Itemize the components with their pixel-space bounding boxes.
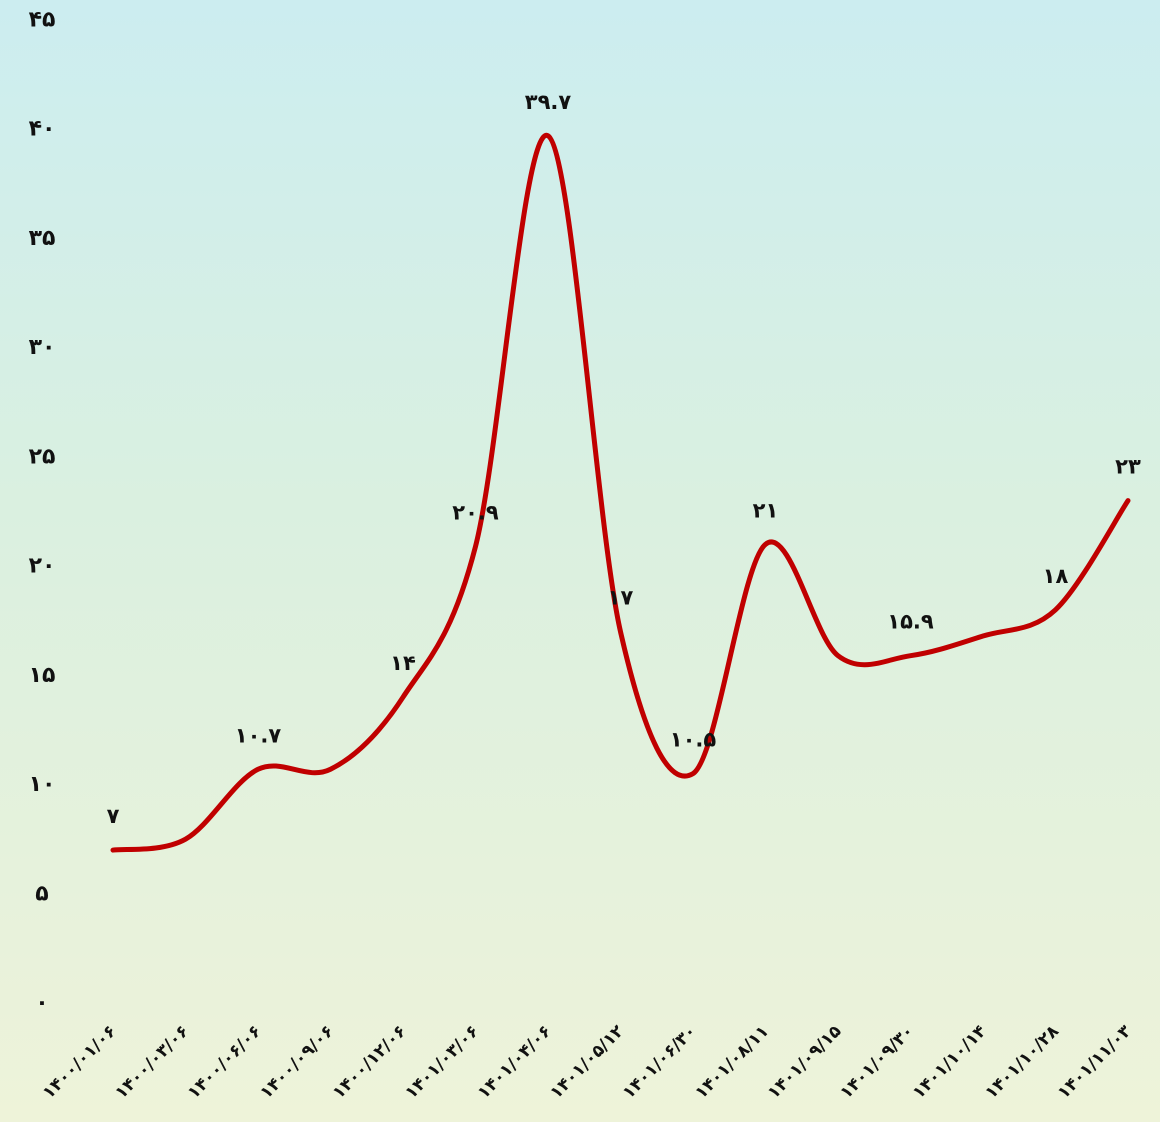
y-tick-label: ۳۵ — [29, 226, 56, 251]
x-tick-label: ۱۴۰۱/۰۸/۱۱ — [691, 1021, 773, 1103]
y-tick-label: ۴۰ — [29, 117, 56, 142]
y-tick-label: ۱۰ — [29, 772, 56, 797]
y-tick-label: ۴۵ — [29, 8, 56, 33]
series-group — [110, 133, 1131, 853]
x-tick-label: ۱۴۰۱/۱۰/۱۴ — [909, 1021, 991, 1103]
data-label: ۳۹.۷ — [525, 90, 572, 114]
x-tick-label: ۱۴۰۱/۰۹/۳۰ — [836, 1021, 918, 1103]
x-axis-ticks: ۱۴۰۰/۰۱/۰۶۱۴۰۰/۰۳/۰۶۱۴۰۰/۰۶/۰۶۱۴۰۰/۰۹/۰۶… — [39, 1021, 1136, 1103]
series-line — [110, 133, 1131, 853]
x-tick-label: ۱۴۰۰/۱۲/۰۶ — [329, 1021, 411, 1103]
y-tick-label: ۱۵ — [29, 663, 56, 688]
y-axis-ticks: ۰ ۵ ۱۰ ۱۵ ۲۰ ۲۵ ۳۰ ۳۵ ۴۰ ۴۵ — [29, 8, 56, 1016]
x-tick-label: ۱۴۰۰/۰۱/۰۶ — [39, 1021, 121, 1103]
data-labels: ۷ ۱۰.۷ ۱۴ ۲۰.۹ ۳۹.۷ ۱۷ ۱۰.۵ ۲۱ ۱۵.۹ ۱۸ ۲۳ — [107, 90, 1141, 828]
x-tick-label: ۱۴۰۱/۰۶/۳۰ — [619, 1021, 701, 1103]
data-label: ۱۰.۵ — [670, 728, 717, 752]
data-label: ۱۰.۷ — [235, 723, 282, 747]
y-tick-label: ۵ — [35, 881, 48, 906]
x-tick-label: ۱۴۰۱/۱۰/۲۸ — [981, 1021, 1063, 1103]
data-label: ۱۴ — [390, 651, 416, 675]
x-tick-label: ۱۴۰۰/۰۶/۰۶ — [184, 1021, 266, 1103]
y-tick-label: ۰ — [35, 991, 48, 1016]
y-tick-label: ۲۰ — [29, 554, 56, 579]
x-tick-label: ۱۴۰۱/۰۳/۰۶ — [401, 1021, 483, 1103]
y-tick-label: ۳۰ — [29, 335, 56, 360]
x-tick-label: ۱۴۰۱/۰۵/۱۲ — [546, 1021, 628, 1103]
y-tick-label: ۲۵ — [29, 444, 56, 469]
data-label: ۷ — [107, 804, 120, 828]
x-tick-label: ۱۴۰۰/۰۹/۰۶ — [256, 1021, 338, 1103]
data-label: ۱۵.۹ — [887, 610, 934, 634]
data-label: ۱۷ — [608, 586, 634, 610]
data-label: ۱۸ — [1043, 564, 1069, 588]
x-tick-label: ۱۴۰۱/۰۹/۱۵ — [764, 1021, 846, 1103]
x-tick-label: ۱۴۰۰/۰۳/۰۶ — [111, 1021, 193, 1103]
data-label: ۲۱ — [753, 498, 779, 522]
data-label: ۲۰.۹ — [452, 500, 499, 524]
x-tick-label: ۱۴۰۱/۱۱/۰۳ — [1054, 1021, 1136, 1103]
x-tick-label: ۱۴۰۱/۰۴/۰۶ — [474, 1021, 556, 1103]
data-label: ۲۳ — [1115, 455, 1141, 479]
